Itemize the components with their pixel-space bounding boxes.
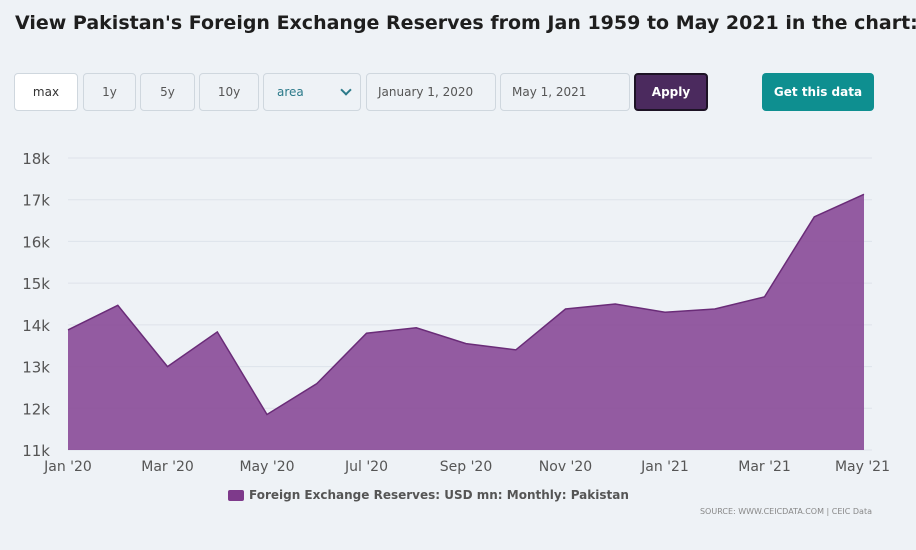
legend-label: Foreign Exchange Reserves: USD mn: Month… [249,488,629,502]
page-title: View Pakistan's Foreign Exchange Reserve… [15,12,916,34]
y-tick-label: 13k [22,359,50,377]
get-data-button[interactable]: Get this data [762,73,874,111]
x-tick-label: May '20 [239,459,294,475]
y-tick-label: 14k [22,317,50,335]
range-1y-button[interactable]: 1y [83,73,136,111]
chart-type-value: area [277,85,304,99]
x-tick-label: Mar '21 [738,459,791,475]
x-axis-ticks: Jan '20 Mar '20 May '20 Jul '20 Sep '20 Nov '… [43,459,890,475]
x-tick-label: Sep '20 [440,459,493,475]
range-max-button[interactable]: max [14,73,78,111]
y-tick-label: 12k [22,400,50,418]
series-area [68,194,864,450]
range-10y-button[interactable]: 10y [199,73,259,111]
y-axis-ticks: 11k 12k 13k 14k 15k 16k 17k 18k [22,150,50,460]
x-tick-label: Jan '21 [640,459,689,475]
start-date-input[interactable]: January 1, 2020 [366,73,496,111]
apply-button[interactable]: Apply [634,73,708,111]
x-tick-label: May '21 [835,459,890,475]
x-tick-label: Mar '20 [141,459,194,475]
y-tick-label: 18k [22,150,50,168]
series-line [67,193,865,416]
y-tick-label: 16k [22,233,50,251]
x-tick-label: Jan '20 [43,459,92,475]
source-note: SOURCE: WWW.CEICDATA.COM | CEIC Data [699,507,872,516]
y-tick-label: 17k [22,192,50,210]
legend-swatch [228,489,244,501]
y-tick-label: 11k [22,442,50,460]
x-tick-label: Nov '20 [539,459,592,475]
chart-type-select[interactable]: area [263,73,361,111]
legend[interactable]: Foreign Exchange Reserves: USD mn: Month… [228,488,629,502]
y-tick-label: 15k [22,275,50,293]
range-5y-button[interactable]: 5y [140,73,195,111]
x-tick-label: Jul '20 [344,459,388,475]
end-date-input[interactable]: May 1, 2021 [500,73,630,111]
